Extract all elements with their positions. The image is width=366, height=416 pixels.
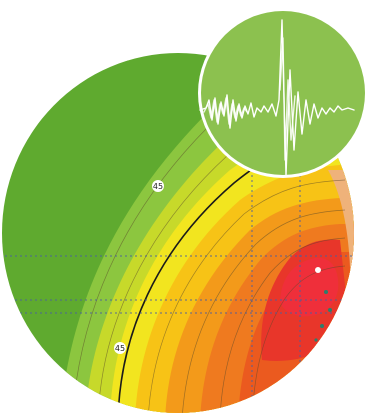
coast-markers bbox=[314, 267, 332, 342]
seismogram-icon bbox=[199, 19, 355, 176]
svg-text:45: 45 bbox=[115, 344, 125, 353]
contour-label-lower: 45 bbox=[114, 342, 126, 354]
svg-text:45: 45 bbox=[153, 182, 163, 191]
badge-circle bbox=[201, 11, 365, 175]
contour-label-upper: 45 bbox=[152, 180, 164, 192]
seismogram-badge bbox=[198, 8, 366, 178]
zone-red-hot bbox=[280, 257, 339, 317]
